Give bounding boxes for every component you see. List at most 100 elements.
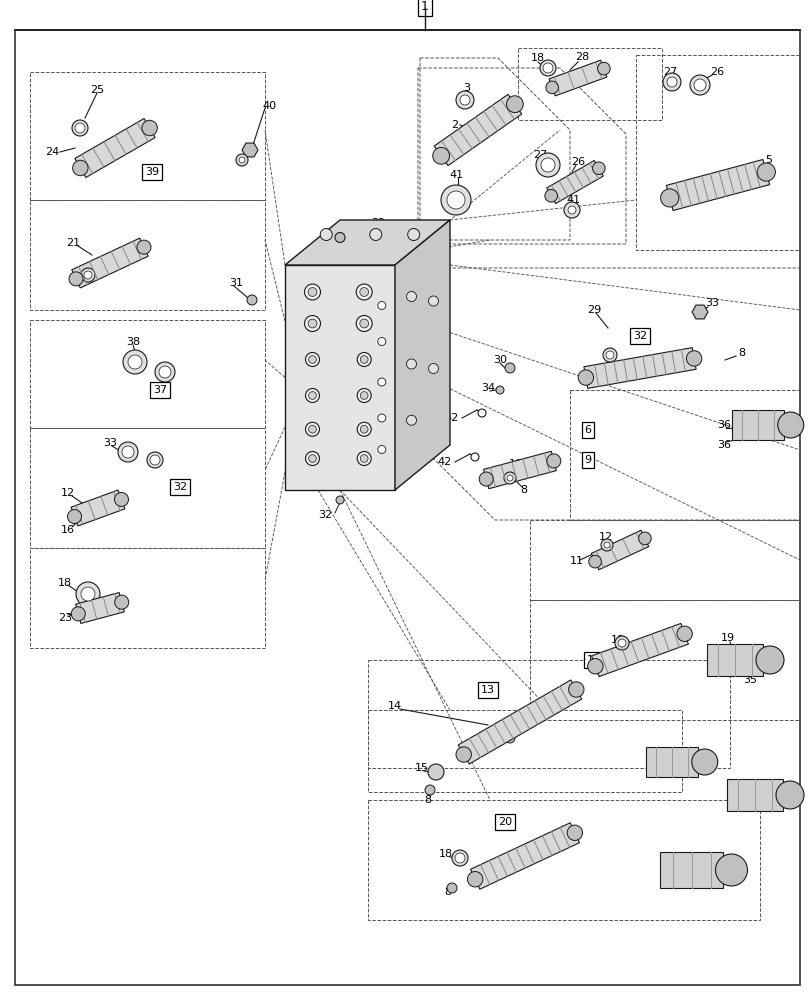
Circle shape [617, 639, 625, 647]
Text: 25: 25 [90, 85, 104, 95]
Circle shape [685, 351, 701, 366]
Text: 13: 13 [480, 685, 495, 695]
Text: 27: 27 [532, 150, 547, 160]
Circle shape [428, 296, 438, 306]
Circle shape [308, 392, 316, 399]
Text: 12: 12 [599, 532, 612, 542]
Polygon shape [71, 490, 125, 526]
Circle shape [122, 350, 147, 374]
Circle shape [305, 452, 319, 466]
Circle shape [577, 370, 593, 385]
Circle shape [356, 284, 371, 300]
Circle shape [406, 359, 416, 369]
Text: 32: 32 [173, 482, 187, 492]
Circle shape [67, 510, 81, 524]
Circle shape [142, 120, 157, 136]
Text: 8: 8 [520, 485, 527, 495]
Circle shape [336, 496, 344, 504]
Text: 26: 26 [570, 157, 585, 167]
Text: 42: 42 [437, 457, 452, 467]
Circle shape [603, 348, 616, 362]
Circle shape [660, 189, 678, 207]
Circle shape [478, 409, 486, 417]
Text: 38: 38 [126, 337, 139, 347]
Text: 18: 18 [610, 635, 624, 645]
Circle shape [81, 268, 95, 282]
Circle shape [496, 386, 504, 394]
Circle shape [81, 587, 95, 601]
Circle shape [360, 392, 367, 399]
Circle shape [506, 475, 513, 481]
Circle shape [118, 442, 138, 462]
Circle shape [504, 472, 515, 484]
Circle shape [159, 366, 171, 378]
Circle shape [456, 747, 471, 762]
Text: 2: 2 [451, 120, 458, 130]
Polygon shape [591, 623, 688, 677]
Polygon shape [470, 823, 579, 889]
Circle shape [504, 363, 514, 373]
Circle shape [446, 191, 465, 209]
Text: 15: 15 [414, 763, 428, 773]
Circle shape [247, 295, 257, 305]
Circle shape [307, 288, 316, 296]
Circle shape [407, 229, 419, 240]
Circle shape [714, 854, 747, 886]
Polygon shape [659, 852, 723, 888]
Polygon shape [483, 451, 556, 489]
Circle shape [377, 378, 385, 386]
Circle shape [605, 351, 613, 359]
Circle shape [84, 271, 92, 279]
Polygon shape [394, 220, 449, 490]
Circle shape [360, 425, 367, 433]
Text: 16: 16 [61, 525, 75, 535]
Circle shape [691, 749, 717, 775]
Circle shape [406, 292, 416, 302]
Circle shape [540, 158, 554, 172]
Circle shape [543, 63, 552, 73]
Text: 36: 36 [716, 440, 730, 450]
Circle shape [544, 189, 557, 202]
Circle shape [359, 288, 368, 296]
Circle shape [637, 532, 650, 545]
Circle shape [454, 853, 465, 863]
Circle shape [155, 362, 175, 382]
Circle shape [568, 206, 575, 214]
Text: 41: 41 [566, 195, 581, 205]
Text: 35: 35 [750, 786, 764, 796]
Circle shape [357, 388, 371, 402]
Circle shape [663, 73, 680, 91]
Text: 29: 29 [586, 305, 600, 315]
Text: 6: 6 [584, 425, 590, 435]
Circle shape [128, 355, 142, 369]
Text: 36: 36 [659, 751, 672, 761]
Circle shape [456, 91, 474, 109]
Circle shape [377, 446, 385, 454]
Circle shape [308, 425, 316, 433]
Circle shape [137, 240, 151, 254]
Circle shape [689, 75, 709, 95]
Circle shape [775, 781, 803, 809]
Text: 18: 18 [439, 849, 453, 859]
Text: 4: 4 [676, 190, 683, 200]
Circle shape [307, 319, 316, 328]
Circle shape [757, 163, 775, 181]
Circle shape [755, 646, 783, 674]
Circle shape [360, 455, 367, 462]
Circle shape [304, 284, 320, 300]
Polygon shape [706, 644, 762, 676]
Polygon shape [726, 779, 782, 811]
Circle shape [335, 232, 345, 242]
Text: 11: 11 [569, 556, 583, 566]
Circle shape [545, 81, 558, 94]
Circle shape [676, 626, 692, 641]
Text: 8: 8 [424, 795, 431, 805]
Circle shape [564, 202, 579, 218]
Text: 33: 33 [103, 438, 117, 448]
Text: 1: 1 [421, 0, 428, 13]
Polygon shape [583, 348, 695, 388]
Text: 5: 5 [765, 155, 771, 165]
Text: 41: 41 [449, 170, 464, 180]
Text: 12: 12 [61, 488, 75, 498]
Circle shape [777, 412, 803, 438]
